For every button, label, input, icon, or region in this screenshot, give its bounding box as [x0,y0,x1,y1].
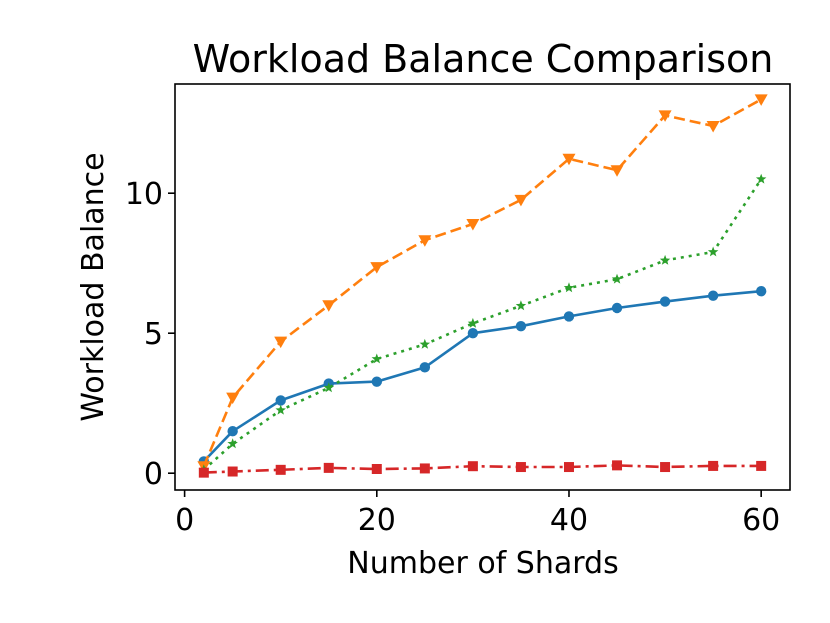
data-point [418,235,432,247]
data-point [371,376,382,387]
y-tick-label: 0 [144,457,163,492]
y-tick-label: 10 [125,177,163,212]
data-point [467,328,479,339]
ticks-layer: 0 20 40 60 0 5 10 [125,177,780,538]
data-point [563,462,574,473]
data-point [611,302,623,314]
data-point [612,460,623,471]
data-point [563,311,575,322]
series-2 [197,94,768,473]
data-point [514,194,528,207]
data-point [198,467,209,478]
data-point [706,121,720,133]
data-point [466,219,480,231]
data-point [610,165,624,177]
data-point [419,463,430,474]
data-point [371,353,382,364]
data-point [419,338,431,349]
data-point [659,254,671,265]
x-tick-label: 20 [358,503,396,538]
data-point [227,426,238,437]
series-line [203,464,762,474]
data-point [467,317,479,328]
data-point [755,173,767,184]
data-point [660,462,671,473]
y-axis-label: Workload Balance [76,152,111,421]
data-point [275,395,286,406]
data-point [467,461,478,472]
data-point [419,362,431,373]
series-line [202,289,762,463]
data-point [227,438,238,449]
series-1 [198,286,767,467]
x-tick-label: 0 [175,503,194,538]
series-layer [197,94,768,478]
data-point [562,153,576,166]
data-point [323,462,334,473]
chart-title: Workload Balance Comparison [193,37,774,81]
data-point [275,404,286,415]
series-4 [198,460,767,478]
data-point [370,262,384,274]
data-point [756,460,767,471]
data-point [707,290,719,301]
data-point [755,286,767,297]
data-point [323,382,334,393]
data-point [275,464,286,475]
x-tick-label: 40 [550,503,588,538]
data-point [563,282,575,293]
y-tick-label: 5 [144,317,163,352]
x-axis-label: Number of Shards [347,546,618,581]
x-tick-label: 60 [742,503,780,538]
data-point [707,246,719,257]
data-point [371,464,382,474]
plot-frame [174,83,791,491]
data-point [658,110,672,122]
data-point [754,94,768,106]
data-point [515,300,527,311]
series-line [202,178,763,471]
data-point [515,462,526,473]
series-line [202,98,762,467]
data-point [274,336,288,349]
data-point [515,321,527,332]
data-point [226,392,240,405]
data-point [611,273,623,284]
data-point [227,466,238,477]
data-point [322,300,336,312]
data-point [708,460,719,471]
data-point [659,296,671,307]
